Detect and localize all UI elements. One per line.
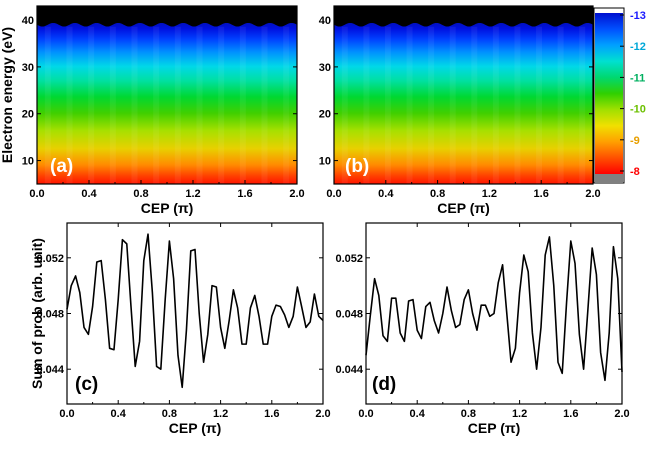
heatmap-field [37, 22, 297, 184]
x-tick-label: 1.2 [213, 408, 228, 420]
x-tick-label: 0.4 [410, 408, 426, 420]
interference-stripe [492, 26, 499, 184]
x-tick-label: 1.2 [482, 188, 497, 200]
x-tick-label: 0.0 [59, 408, 74, 420]
colorbar-gradient [595, 13, 623, 174]
interference-stripe [261, 26, 268, 184]
colorbar-tick-label: -10 [630, 104, 646, 116]
series-line [365, 236, 623, 382]
x-tick-label: 1.6 [264, 408, 279, 420]
y-tick-label: 20 [319, 109, 331, 121]
interference-stripe [131, 26, 138, 184]
x-tick-label: 0.0 [29, 188, 44, 200]
x-tick-label: 1.6 [237, 188, 252, 200]
panel-label: (a) [50, 156, 73, 177]
interference-stripe [449, 26, 456, 184]
interference-stripe [557, 26, 564, 184]
x-axis-title: CEP (π) [468, 420, 520, 436]
interference-stripe [406, 26, 413, 184]
x-tick-label: 2.0 [315, 408, 330, 420]
panel-label: (b) [345, 156, 369, 177]
interference-stripe [239, 26, 246, 184]
interference-stripe [218, 26, 225, 184]
interference-stripe [579, 26, 586, 184]
interference-stripe [536, 26, 543, 184]
y-tick-label: 40 [22, 15, 34, 27]
x-tick-label: 2.0 [585, 188, 600, 200]
y-tick-label: 0.048 [335, 309, 363, 321]
interference-stripe [283, 26, 290, 184]
x-tick-label: 0.8 [162, 408, 177, 420]
x-tick-label: 1.6 [563, 408, 578, 420]
y-tick-label: 20 [22, 109, 34, 121]
interference-stripe [174, 26, 181, 184]
y-tick-label: 0.044 [36, 364, 64, 376]
line-panel-c: 0.0 0.4 0.8 1.2 1.6 2.0 0.044 0.048 0.052 CEP (π)… [29, 222, 331, 436]
y-axis-title: Sum of prob (arb. unit) [29, 238, 45, 389]
x-tick-label: 2.0 [289, 188, 304, 200]
y-tick-label: 0.052 [335, 253, 363, 265]
x-tick-label: 0.0 [358, 408, 373, 420]
x-tick-label: 0.8 [133, 188, 148, 200]
x-tick-label: 0.4 [81, 188, 97, 200]
interference-stripe [341, 26, 348, 184]
y-tick-label: 0.048 [36, 309, 64, 321]
colorbar-under-swatch [595, 174, 623, 182]
interference-stripe [196, 26, 203, 184]
colorbar-tick-label: -11 [630, 72, 645, 84]
interference-stripe [109, 26, 116, 184]
interference-stripe [471, 26, 478, 184]
series-line [66, 233, 324, 389]
x-tick-label: 0.4 [378, 188, 394, 200]
y-tick-label: 10 [319, 156, 331, 168]
x-tick-label: 1.2 [185, 188, 200, 200]
y-tick-label: 30 [319, 62, 331, 74]
panel-label: (c) [75, 374, 98, 395]
interference-stripe [428, 26, 435, 184]
interference-stripe [153, 26, 160, 184]
x-tick-label: 0.4 [111, 408, 127, 420]
heatmap-field [334, 22, 593, 184]
x-tick-label: 1.6 [534, 188, 549, 200]
y-tick-label: 40 [319, 15, 331, 27]
y-tick-label: 30 [22, 62, 34, 74]
interference-stripe [514, 26, 521, 184]
y-tick-label: 0.052 [36, 253, 64, 265]
interference-stripe [66, 26, 73, 184]
colorbar-tick-label: -8 [630, 166, 640, 178]
y-axis-title: Electron energy (eV) [0, 27, 15, 163]
y-tick-label: 0.044 [335, 364, 363, 376]
colorbar-tick-label: -9 [630, 135, 640, 147]
colorbar: -13 -12 -11 -10 -9 -8 [593, 7, 646, 184]
colorbar-tick-label: -13 [630, 10, 646, 22]
x-tick-label: 1.2 [512, 408, 527, 420]
line-panel-d: 0.0 0.4 0.8 1.2 1.6 2.0 0.044 0.048 0.052 CEP (π)… [335, 222, 630, 436]
x-axis-title: CEP (π) [437, 200, 489, 216]
interference-stripe [363, 26, 370, 184]
x-tick-label: 0.8 [430, 188, 445, 200]
x-axis-title: CEP (π) [141, 200, 193, 216]
panel-label: (d) [372, 374, 396, 395]
interference-stripe [44, 26, 51, 184]
x-tick-label: 0.8 [461, 408, 476, 420]
heatmap-panel-b: 0.0 0.4 0.8 1.2 1.6 2.0 10 20 30 40 CEP (π) (b) [319, 5, 601, 216]
heatmap-panel-a: 0.0 0.4 0.8 1.2 1.6 2.0 10 20 30 40 CEP (π) Electro… [0, 5, 305, 216]
colorbar-tick-label: -12 [630, 41, 646, 53]
interference-stripe [88, 26, 95, 184]
x-axis-title: CEP (π) [169, 420, 221, 436]
x-tick-label: 0.0 [326, 188, 341, 200]
x-tick-label: 2.0 [614, 408, 629, 420]
interference-stripe [384, 26, 391, 184]
y-tick-label: 10 [22, 156, 34, 168]
